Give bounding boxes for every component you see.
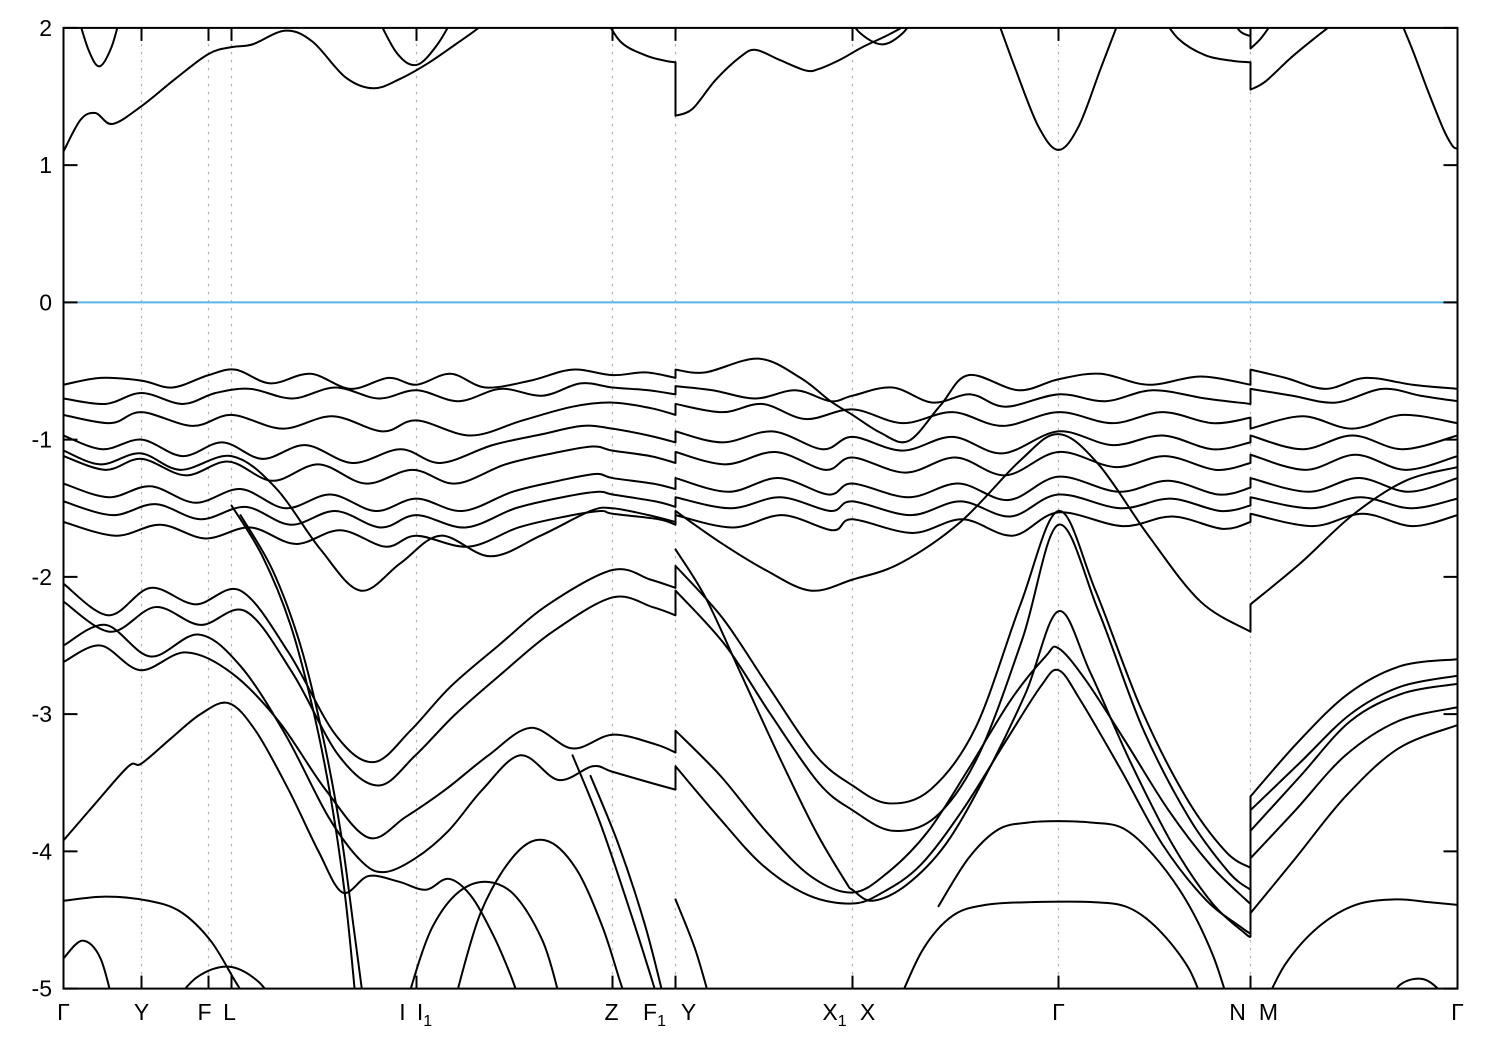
kpoint-label: Y <box>134 999 149 1025</box>
band-line-v1 <box>63 357 1458 444</box>
kpoint-label: Γ <box>1052 999 1065 1025</box>
band-line-d7 <box>63 939 111 989</box>
kpoint-label: F <box>197 999 211 1025</box>
band-line-m2 <box>63 509 1458 869</box>
y-tick-label: 1 <box>39 152 52 178</box>
kpoint-label: Γ <box>57 999 70 1025</box>
band-line-d1 <box>63 623 1458 935</box>
kpoint-label: M <box>1259 999 1278 1025</box>
band-line-d9 <box>456 838 624 989</box>
kpoint-label: F1 <box>643 999 666 1030</box>
band-line-v7 <box>63 490 1458 529</box>
kpoint-labels: Γ Y F L I I1 Z F1 Y X1 X Γ N M Γ <box>57 999 1464 1030</box>
band-line-d11 <box>589 774 663 989</box>
band-line-d14 <box>903 900 1200 989</box>
band-line-c5 <box>854 27 909 46</box>
band-line-v3 <box>63 401 1458 437</box>
y-tick-label: 0 <box>39 289 52 315</box>
kpoint-label: X <box>860 999 875 1025</box>
band-lines <box>63 27 1458 989</box>
band-line-v4 <box>63 424 1458 464</box>
band-line-d15 <box>1270 898 1458 989</box>
y-tick-label: -1 <box>32 427 52 453</box>
y-tick-label: -5 <box>32 976 52 1002</box>
band-line-d8 <box>409 880 559 989</box>
kpoint-label: Y <box>681 999 696 1025</box>
kpoint-label: L <box>223 999 236 1025</box>
band-line-m4 <box>63 644 1458 905</box>
kpoint-label: Γ <box>1451 999 1464 1025</box>
band-line-c7 <box>1168 27 1330 91</box>
band-line-d3 <box>230 504 356 989</box>
y-tick-label: -2 <box>32 564 52 590</box>
plot-border <box>62 26 1459 990</box>
y-tick-label: -4 <box>32 838 53 864</box>
kpoint-label: N <box>1229 999 1246 1025</box>
band-line-c6 <box>999 27 1118 152</box>
band-line-c1 <box>63 27 481 153</box>
band-line-d4 <box>239 514 363 989</box>
band-line-d6 <box>183 965 267 989</box>
band-line-c9 <box>1402 27 1458 150</box>
band-line-d10 <box>571 754 656 989</box>
band-line-v2 <box>63 382 1458 408</box>
band-line-d17 <box>63 701 517 989</box>
kpoint-label: I <box>399 999 405 1025</box>
band-line-d5 <box>63 895 241 989</box>
kpoint-label: I1 <box>417 999 432 1030</box>
band-line-c4 <box>609 27 904 117</box>
band-line-c8 <box>1236 27 1270 50</box>
band-line-d2 <box>674 548 1458 938</box>
band-line-m1 <box>63 433 1458 633</box>
kpoint-label: Z <box>604 999 618 1025</box>
band-line-v5 <box>63 445 1458 485</box>
band-line-c3 <box>381 27 449 67</box>
y-tick-label: 2 <box>39 15 52 41</box>
band-line-d13 <box>937 820 1226 989</box>
band-line-d16 <box>1395 977 1440 989</box>
band-line-m3 <box>63 523 1458 891</box>
gridlines <box>140 27 1252 989</box>
tick-marks <box>62 26 1459 990</box>
band-line-d12 <box>674 898 708 989</box>
band-line-v8 <box>63 509 1458 548</box>
kpoint-label: X1 <box>822 999 846 1030</box>
y-tick-label: -3 <box>32 701 52 727</box>
band-line-c2 <box>80 27 119 68</box>
y-axis-labels: 2 1 0 -1 -2 -3 -4 -5 <box>32 15 53 1002</box>
